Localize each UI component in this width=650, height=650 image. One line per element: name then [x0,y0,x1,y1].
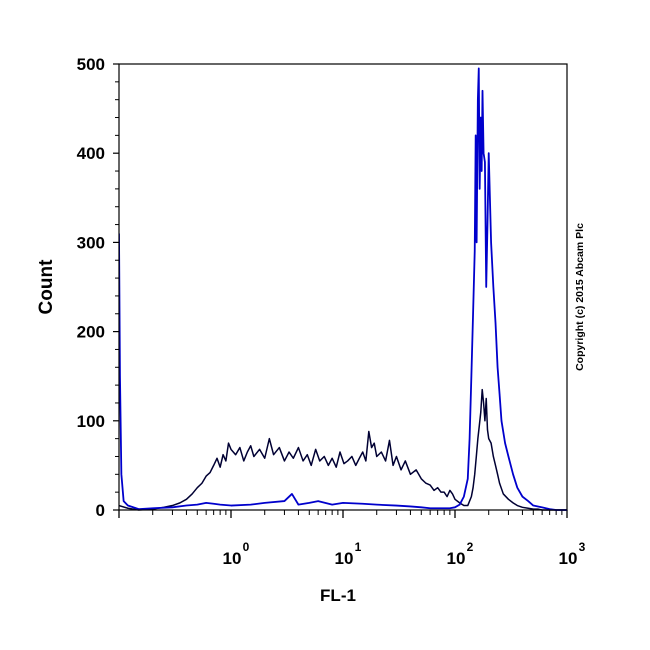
x-tick-exponent: 0 [243,540,250,554]
y-tick-label: 400 [77,144,105,163]
copyright-annotation: Copyright (c) 2015 Abcam Plc [574,223,586,371]
y-tick-label: 500 [77,55,105,74]
x-tick-label: 101 [335,540,362,568]
x-tick-label: 102 [447,540,474,568]
x-axis-title: FL-1 [320,586,356,605]
plot-frame [118,63,568,511]
x-tick-base: 10 [447,549,466,568]
y-tick-label: 200 [77,323,105,342]
series-line-1 [119,388,567,511]
x-tick-label: 100 [223,540,250,568]
x-tick-exponent: 3 [579,540,586,554]
y-tick-label: 100 [77,412,105,431]
y-axis-title: Count [36,259,57,315]
x-tick-base: 10 [223,549,242,568]
x-tick-exponent: 2 [467,540,474,554]
y-tick-label: 300 [77,233,105,252]
series-layer [119,67,567,511]
y-tick-label: 0 [96,501,105,520]
x-tick-base: 10 [559,549,578,568]
x-tick-exponent: 1 [355,540,362,554]
x-tick-base: 10 [335,549,354,568]
series-line-2 [119,67,567,511]
tick-layer [113,63,568,518]
x-tick-label: 103 [559,540,586,568]
